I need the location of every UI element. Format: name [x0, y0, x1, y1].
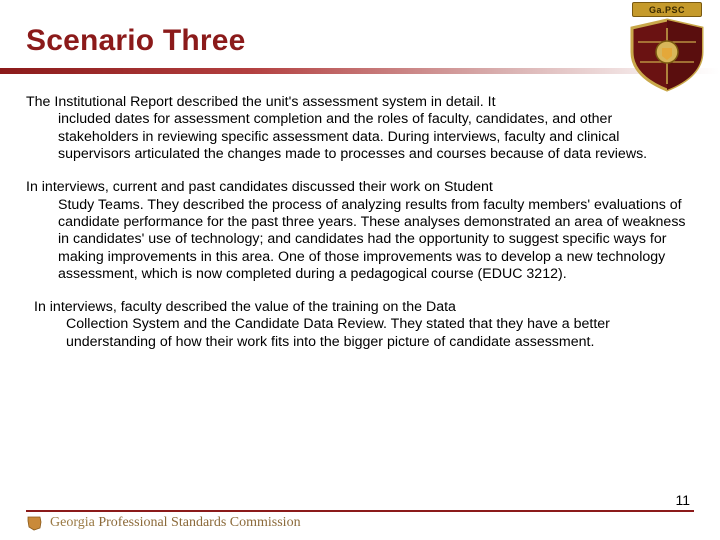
org-badge: Ga.PSC: [626, 2, 708, 92]
title-underline: [0, 68, 720, 74]
para-first-line: In interviews, faculty described the val…: [34, 299, 694, 316]
footer-org-rest: Professional Standards Commission: [95, 515, 301, 530]
paragraph: In interviews, current and past candidat…: [26, 179, 694, 283]
para-first-line: The Institutional Report described the u…: [26, 94, 694, 111]
para-rest: Collection System and the Candidate Data…: [34, 316, 694, 351]
page-number: 11: [675, 492, 690, 508]
paragraph: In interviews, faculty described the val…: [34, 299, 694, 351]
shield-icon: [626, 18, 708, 92]
badge-label: Ga.PSC: [632, 2, 702, 17]
paragraph: The Institutional Report described the u…: [26, 94, 694, 163]
georgia-icon: [26, 514, 44, 532]
para-first-line: In interviews, current and past candidat…: [26, 179, 694, 196]
slide-title: Scenario Three: [26, 24, 246, 58]
slide: Scenario Three Ga.PSC The Institutional …: [0, 0, 720, 540]
footer-org-name: Georgia Professional Standards Commissio…: [50, 515, 301, 531]
footer-org-first: Georgia: [50, 515, 95, 530]
para-rest: Study Teams. They described the process …: [26, 197, 694, 284]
para-rest: included dates for assessment completion…: [26, 111, 694, 163]
footer-logo: Georgia Professional Standards Commissio…: [26, 514, 307, 532]
body-text: The Institutional Report described the u…: [26, 94, 694, 367]
footer-rule: [26, 510, 694, 512]
